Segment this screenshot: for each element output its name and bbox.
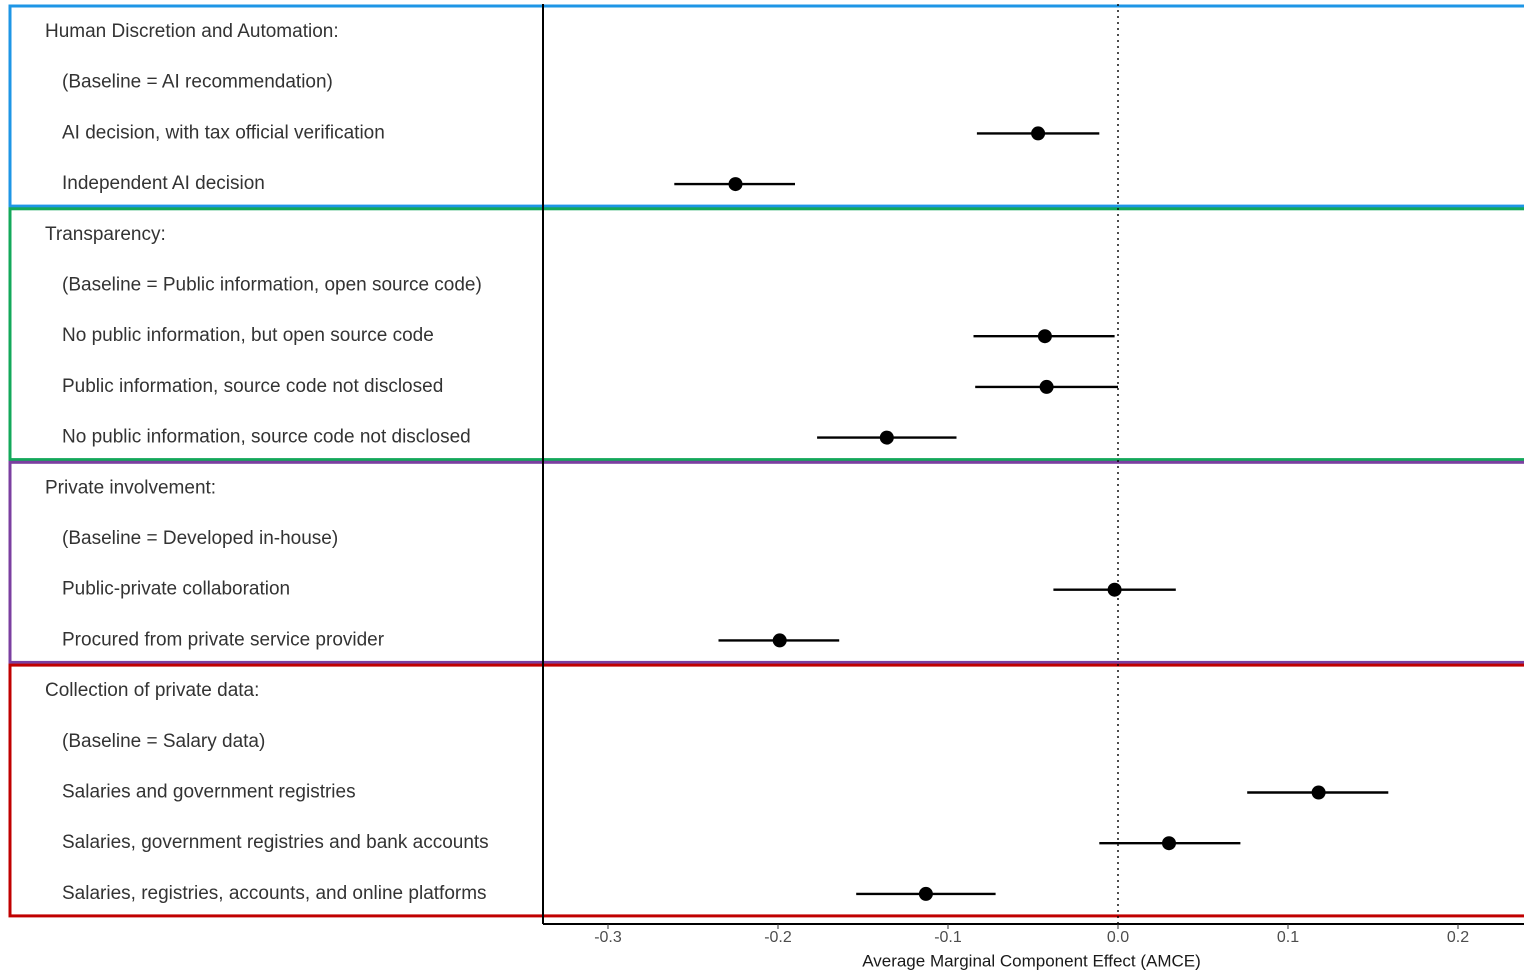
attribute-level-label: Public information, source code not disc… — [62, 376, 443, 397]
x-tick-label: 0.2 — [1447, 929, 1469, 946]
group-border-3 — [8, 460, 1524, 664]
attribute-level-label: AI decision, with tax official verificat… — [62, 122, 385, 143]
group-heading-label: Collection of private data: — [45, 680, 259, 701]
x-tick-label: -0.3 — [594, 929, 622, 946]
baseline-label: (Baseline = Developed in-house) — [62, 528, 338, 549]
baseline-label: (Baseline = AI recommendation) — [62, 72, 333, 93]
group-heading-label: Transparency: — [45, 224, 166, 245]
attribute-level-label: Salaries, registries, accounts, and onli… — [62, 883, 487, 904]
group-border-4 — [8, 663, 1524, 918]
point-estimate — [879, 430, 894, 445]
group-heading-label: Private involvement: — [45, 477, 216, 498]
attribute-level-label: Independent AI decision — [62, 173, 265, 194]
point-estimate — [1311, 785, 1326, 800]
attribute-level-label: Procured from private service provider — [62, 629, 385, 650]
attribute-level-label: No public information, but open source c… — [62, 325, 434, 346]
x-tick-label: -0.1 — [934, 929, 962, 946]
point-estimate — [772, 633, 787, 648]
point-estimate — [1162, 836, 1176, 851]
point-estimate — [728, 177, 743, 192]
point-estimate — [1039, 379, 1054, 394]
attribute-level-label: Salaries and government registries — [62, 782, 356, 803]
group-border-2 — [8, 207, 1524, 462]
baseline-label: (Baseline = Public information, open sou… — [62, 275, 482, 296]
group-border-1 — [8, 4, 1524, 208]
attribute-level-label: Public-private collaboration — [62, 579, 290, 600]
x-tick-label: 0.1 — [1277, 929, 1299, 946]
group-heading-label: Human Discretion and Automation: — [45, 21, 339, 42]
attribute-level-label: Salaries, government registries and bank… — [62, 832, 489, 853]
point-estimate — [1037, 329, 1052, 344]
baseline-label: (Baseline = Salary data) — [62, 731, 265, 752]
point-estimate — [918, 886, 933, 901]
x-tick-label: -0.2 — [764, 929, 792, 946]
point-estimate — [1107, 582, 1122, 597]
point-estimate — [1031, 126, 1046, 141]
x-tick-label: 0.0 — [1107, 929, 1129, 946]
attribute-level-label: No public information, source code not d… — [62, 427, 471, 448]
x-axis-title: Average Marginal Component Effect (AMCE) — [862, 951, 1201, 970]
